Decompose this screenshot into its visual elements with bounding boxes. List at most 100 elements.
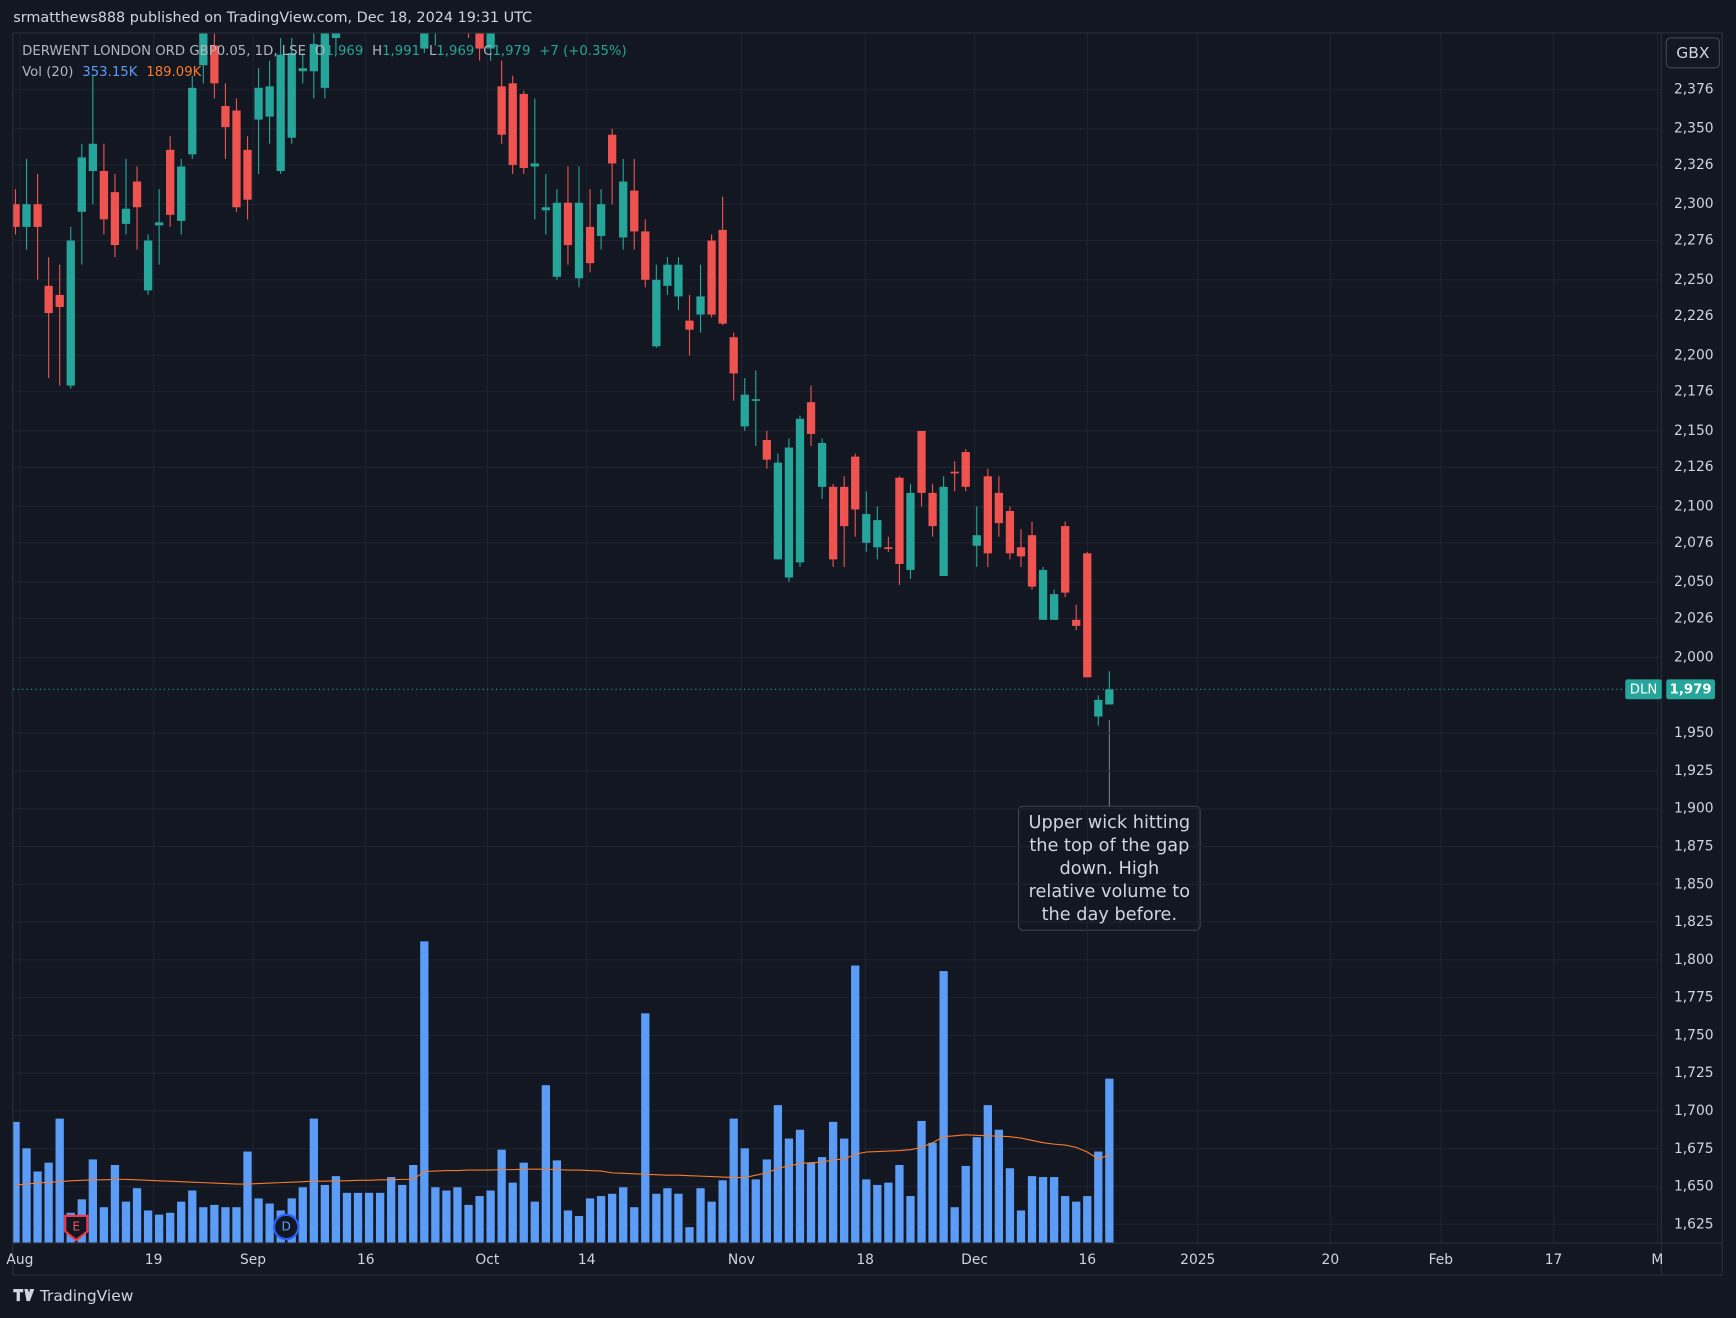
volume-ma-value: 189.09K xyxy=(146,65,201,80)
candle-body xyxy=(762,439,771,460)
candle-body xyxy=(773,462,783,560)
x-tick-label: Sep xyxy=(240,1252,266,1268)
candle-body xyxy=(541,207,551,211)
volume-bar xyxy=(22,1148,31,1243)
volume-bar xyxy=(13,1121,20,1243)
volume-bar xyxy=(851,965,860,1243)
volume-bar xyxy=(188,1190,197,1243)
volume-legend: Vol (20) 353.15K 189.09K xyxy=(22,65,202,80)
candle-body xyxy=(132,181,142,208)
volume-bar xyxy=(88,1159,97,1243)
x-tick-label: 14 xyxy=(578,1252,596,1268)
legend-value: 1,979 xyxy=(492,44,530,59)
x-tick-label: Dec xyxy=(961,1252,988,1268)
candle-body xyxy=(795,418,805,563)
candle-body xyxy=(1049,594,1059,620)
candle-body xyxy=(1005,511,1015,554)
candle-body xyxy=(828,486,838,560)
candle-body xyxy=(674,264,683,297)
volume-bar xyxy=(1049,1177,1059,1243)
volume-bar xyxy=(773,1105,783,1243)
candle-body xyxy=(1061,526,1070,593)
candle-body xyxy=(309,44,318,72)
y-tick-label: 2,076 xyxy=(1674,535,1714,551)
volume-bar xyxy=(132,1188,142,1243)
volume-bar xyxy=(806,1162,816,1243)
volume-bar xyxy=(420,941,429,1243)
candle-body xyxy=(1105,689,1114,705)
candle-body xyxy=(685,320,694,330)
volume-bar xyxy=(685,1227,694,1243)
candle-body xyxy=(221,106,230,128)
volume-bar xyxy=(674,1193,683,1243)
volume-bar xyxy=(740,1148,749,1243)
volume-bar xyxy=(751,1179,760,1243)
legend-title: DERWENT LONDON ORD GBP0.05, 1D, LSE xyxy=(22,44,306,59)
volume-bar xyxy=(508,1182,517,1243)
y-tick-label: 2,226 xyxy=(1674,308,1714,324)
y-tick-label: 1,775 xyxy=(1674,990,1714,1006)
volume-bar xyxy=(221,1207,230,1243)
y-tick-label: 1,700 xyxy=(1674,1103,1714,1119)
volume-bar xyxy=(795,1129,805,1243)
legend-change: +7 (+0.35%) xyxy=(539,44,626,59)
candle-body xyxy=(199,33,208,66)
candle-body xyxy=(718,229,727,324)
candle-body xyxy=(1094,699,1103,717)
candle-body xyxy=(596,204,606,236)
candle-body xyxy=(497,86,506,135)
y-tick-label: 1,725 xyxy=(1674,1065,1714,1081)
candle-body xyxy=(88,143,97,171)
currency-button[interactable] xyxy=(1665,37,1720,69)
candle-body xyxy=(1027,535,1037,587)
candle-body xyxy=(508,83,517,165)
y-tick-label: 1,675 xyxy=(1674,1141,1714,1157)
candle-body xyxy=(320,33,330,88)
y-tick-label: 2,300 xyxy=(1674,196,1714,212)
candle-body xyxy=(663,264,672,286)
volume-bar xyxy=(442,1190,451,1243)
candle-body xyxy=(298,68,307,72)
legend-key: H xyxy=(372,44,382,59)
y-tick-label: 2,100 xyxy=(1674,498,1714,514)
volume-bar xyxy=(398,1184,407,1243)
volume-bar xyxy=(828,1121,838,1243)
candle-body xyxy=(806,402,816,434)
y-tick-label: 2,150 xyxy=(1674,423,1714,439)
volume-bar xyxy=(55,1118,64,1243)
x-tick-label: Oct xyxy=(475,1252,499,1268)
x-tick-label: 17 xyxy=(1545,1252,1563,1268)
candle-body xyxy=(166,149,175,215)
candle-body xyxy=(961,452,970,487)
candle-body xyxy=(983,476,992,554)
candle-body xyxy=(851,456,860,510)
volume-bar xyxy=(585,1198,595,1243)
annotation-line: Upper wick hitting xyxy=(1029,813,1191,833)
candle-body xyxy=(243,149,252,200)
annotation-line: down. High xyxy=(1059,859,1159,879)
volume-bar xyxy=(729,1118,738,1243)
event-label: D xyxy=(282,1219,291,1233)
last-price-tag xyxy=(1666,679,1715,700)
volume-bar xyxy=(210,1204,219,1243)
volume-bar xyxy=(928,1142,937,1243)
y-tick-label: 1,800 xyxy=(1674,952,1714,968)
volume-bar xyxy=(243,1151,252,1243)
candle-body xyxy=(154,222,164,226)
symbol-label: DLN xyxy=(1630,682,1658,697)
volume-bar xyxy=(961,1165,970,1243)
candle-body xyxy=(994,492,1004,524)
currency-label[interactable]: GBX xyxy=(1676,44,1710,62)
symbol-tag xyxy=(1625,679,1662,700)
y-tick-label: 2,250 xyxy=(1674,272,1714,288)
volume-bar xyxy=(110,1164,120,1243)
y-tick-label: 1,875 xyxy=(1674,839,1714,855)
x-tick-label: 16 xyxy=(1078,1252,1096,1268)
candle-body xyxy=(13,204,20,227)
candle-body xyxy=(840,486,849,527)
volume-bar xyxy=(784,1138,794,1243)
volume-bar xyxy=(342,1192,352,1243)
candle-body xyxy=(519,93,528,168)
volume-bar xyxy=(563,1210,573,1243)
